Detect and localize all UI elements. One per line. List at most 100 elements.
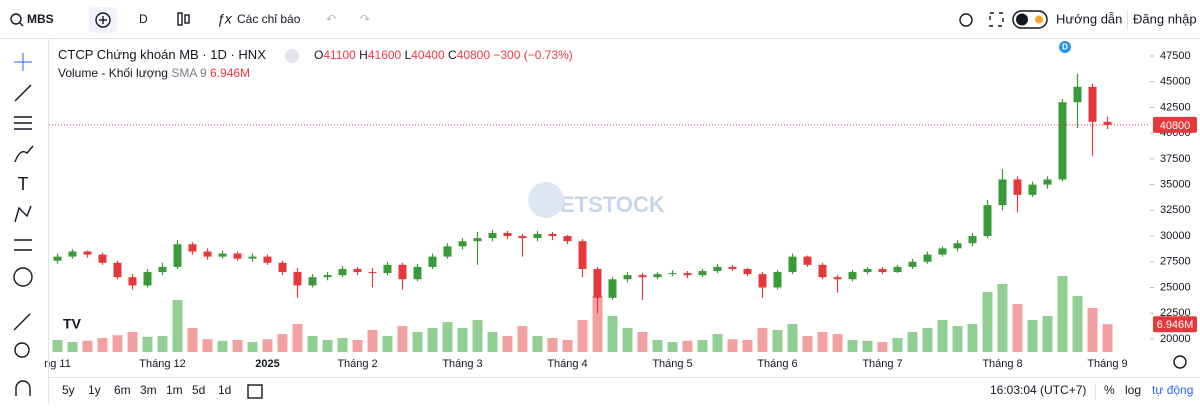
candle-icon[interactable] [184, 14, 190, 24]
symbol[interactable]: MBS [27, 12, 54, 26]
candle-body [128, 277, 137, 286]
range-button[interactable]: 5d [192, 383, 205, 397]
candle-body [848, 272, 857, 280]
volume-bar [1087, 308, 1098, 352]
candle-icon[interactable] [177, 12, 183, 26]
auto-toggle[interactable]: tự động [1152, 383, 1193, 397]
volume-bar [172, 300, 183, 352]
x-tick-label: 2025 [255, 358, 279, 370]
symbol-search[interactable]: MBS [10, 12, 54, 27]
sun [1035, 15, 1043, 24]
y-tick-label: 42500 [1160, 101, 1191, 113]
x-tick-label: Tháng 12 [139, 358, 185, 370]
volume-bar [637, 332, 648, 352]
candle-body [548, 233, 557, 237]
interval[interactable]: D [139, 12, 148, 26]
candle-body [998, 179, 1007, 206]
indicators[interactable]: Các chỉ báo [237, 12, 301, 26]
candle-body [173, 244, 182, 267]
log-toggle[interactable]: log [1125, 383, 1141, 397]
l-value: 40400 [411, 48, 445, 62]
volume-bar [607, 316, 618, 352]
volume-bar [742, 340, 753, 352]
dividend-marker[interactable] [1059, 41, 1071, 53]
candle-body [203, 251, 212, 257]
range-buttons: 5y 1y 6m 3m 1m 5d 1d [62, 383, 231, 397]
volume-bar [1012, 304, 1023, 352]
volume-bar [412, 332, 423, 352]
y-tick-label: 30000 [1160, 230, 1191, 242]
candle-body [188, 244, 197, 252]
dividend-label[interactable]: D [1062, 43, 1068, 52]
sma: SMA 9 [171, 66, 207, 80]
percent-toggle[interactable]: % [1104, 383, 1115, 397]
x-tick-label: Tháng 9 [1087, 358, 1127, 370]
volume-bar [547, 338, 558, 352]
volume-bar [622, 328, 633, 352]
range-button[interactable]: 5y [62, 383, 75, 397]
candle-body [443, 246, 452, 257]
candle-body [368, 272, 377, 274]
candle-body [833, 277, 842, 280]
clock: 16:03:04 (UTC+7) [990, 383, 1086, 397]
candle-body [1088, 86, 1097, 122]
fx-icon[interactable]: ƒx [217, 11, 233, 27]
y-tick-label: 45000 [1160, 76, 1191, 88]
compare-icon [95, 12, 111, 28]
volume-bar [862, 340, 873, 352]
volume-bar [517, 326, 528, 352]
volume-bar [697, 340, 708, 352]
volume-bar [952, 326, 963, 352]
candle-body [773, 272, 782, 288]
volume-bar [82, 340, 93, 352]
candle-body [248, 256, 257, 259]
volume-bar [502, 336, 513, 352]
volume-bar [247, 342, 258, 352]
volume-bar [1057, 276, 1068, 352]
y-tick-label: 35000 [1160, 178, 1191, 190]
svg-text:T: T [18, 174, 29, 194]
volume-bar [982, 292, 993, 352]
date-range-icon[interactable] [247, 384, 263, 399]
legend-button[interactable] [285, 49, 299, 63]
candle-body [263, 256, 272, 263]
range-button[interactable]: 1y [88, 383, 101, 397]
candle-body [578, 241, 587, 269]
candle-body [533, 233, 542, 239]
candle-body [593, 268, 602, 298]
symbol-title: CTCP Chứng khoán MB · 1D · HNX [58, 47, 266, 62]
undo[interactable]: ↶ [326, 12, 336, 26]
candle-body [728, 266, 737, 269]
candle-body [818, 264, 827, 278]
guide[interactable]: Hướng dẫn [1056, 11, 1122, 26]
range-button[interactable]: 3m [140, 383, 157, 397]
candle-body [938, 248, 947, 255]
volume-bar [307, 336, 318, 352]
range-button[interactable]: 1m [166, 383, 183, 397]
candle-body [53, 256, 62, 261]
volume-bar [97, 338, 108, 352]
fullscreen[interactable] [989, 12, 1004, 27]
volume-bar [847, 340, 858, 352]
l-label: L [405, 48, 412, 62]
volume-bar [802, 336, 813, 352]
tv-logo-text[interactable]: TV [63, 316, 82, 332]
volume-bar [232, 340, 243, 352]
axis-settings[interactable] [1173, 355, 1187, 369]
volume-bar [292, 324, 303, 352]
candle-body [698, 271, 707, 276]
candle-body [68, 251, 77, 257]
redo[interactable]: ↷ [360, 12, 370, 26]
x-tick-label: Tháng 7 [862, 358, 902, 370]
range-button[interactable]: 1d [218, 383, 231, 397]
range-button[interactable]: 6m [114, 383, 131, 397]
volume-bar [322, 340, 333, 352]
last-price-label: 40800 [1160, 120, 1191, 132]
settings[interactable] [959, 13, 973, 27]
tv-logo[interactable] [60, 312, 84, 336]
drawing-tools[interactable]: T [13, 53, 34, 396]
volume-bar [682, 340, 693, 352]
candle-body [503, 232, 512, 237]
login[interactable]: Đăng nhập [1133, 11, 1197, 26]
